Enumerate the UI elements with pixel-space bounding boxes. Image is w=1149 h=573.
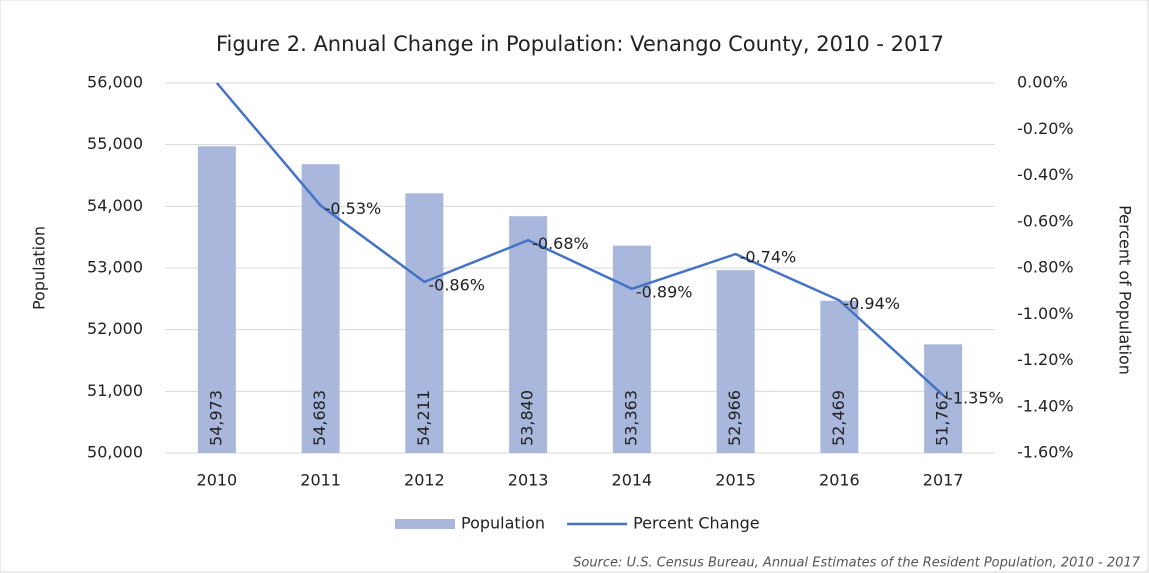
x-tick-label: 2010 xyxy=(197,471,238,490)
source-note: Source: U.S. Census Bureau, Annual Estim… xyxy=(573,556,1141,571)
y-tick-label: 55,000 xyxy=(87,134,143,153)
y2-tick-label: -0.20% xyxy=(1017,119,1074,138)
y-tick-label: 53,000 xyxy=(87,258,143,277)
x-tick-label: 2011 xyxy=(300,471,341,490)
bar-value-label: 53,840 xyxy=(518,390,537,446)
chart-title: Figure 2. Annual Change in Population: V… xyxy=(216,32,944,56)
bar xyxy=(612,245,651,453)
bar xyxy=(405,193,444,454)
y2-tick-label: -0.80% xyxy=(1017,258,1074,277)
line-value-label: -0.89% xyxy=(636,282,693,301)
y2-tick-label: -0.60% xyxy=(1017,211,1074,230)
bar xyxy=(716,270,755,453)
line-value-label: -0.68% xyxy=(532,234,589,253)
y-tick-label: 54,000 xyxy=(87,196,143,215)
line-value-label: -0.53% xyxy=(325,199,382,218)
x-tick-label: 2013 xyxy=(508,471,549,490)
x-tick-label: 2014 xyxy=(612,471,653,490)
bar xyxy=(820,300,859,453)
bar-value-label: 53,363 xyxy=(621,390,640,446)
x-tick-label: 2017 xyxy=(923,471,964,490)
x-tick-label: 2016 xyxy=(819,471,860,490)
y-tick-label: 52,000 xyxy=(87,319,143,338)
bar xyxy=(509,216,548,453)
line-value-label: -0.86% xyxy=(428,275,485,294)
y2-tick-label: -1.20% xyxy=(1017,350,1074,369)
y2-tick-label: -0.40% xyxy=(1017,165,1074,184)
legend-swatch xyxy=(395,519,455,529)
bar-value-label: 52,469 xyxy=(829,390,848,446)
bar xyxy=(924,344,963,453)
line-value-label: -0.94% xyxy=(843,294,900,313)
legend-label: Population xyxy=(461,514,545,533)
bar xyxy=(301,164,340,453)
y2-tick-label: -1.60% xyxy=(1017,443,1074,462)
x-tick-label: 2012 xyxy=(404,471,445,490)
y2-axis-label: Percent of Population xyxy=(1116,205,1135,375)
line xyxy=(215,82,944,397)
y-tick-label: 56,000 xyxy=(87,73,143,92)
bar-value-label: 54,973 xyxy=(206,390,225,446)
line-value-label: -0.74% xyxy=(740,248,797,267)
y2-tick-label: -1.40% xyxy=(1017,396,1074,415)
y-tick-label: 50,000 xyxy=(87,443,143,462)
y-tick-label: 51,000 xyxy=(87,381,143,400)
line-value-label: -1.35% xyxy=(947,389,1004,408)
y2-tick-label: 0.00% xyxy=(1017,73,1068,92)
bar-value-label: 51,762 xyxy=(933,390,952,446)
bar-value-label: 54,683 xyxy=(310,390,329,446)
y-axis-label: Population xyxy=(30,226,49,310)
bar xyxy=(197,146,236,453)
bar-value-label: 52,966 xyxy=(725,390,744,446)
x-tick-label: 2015 xyxy=(715,471,756,490)
y2-tick-label: -1.00% xyxy=(1017,304,1074,323)
bar-value-label: 54,211 xyxy=(414,390,433,446)
legend-label: Percent Change xyxy=(633,514,760,533)
